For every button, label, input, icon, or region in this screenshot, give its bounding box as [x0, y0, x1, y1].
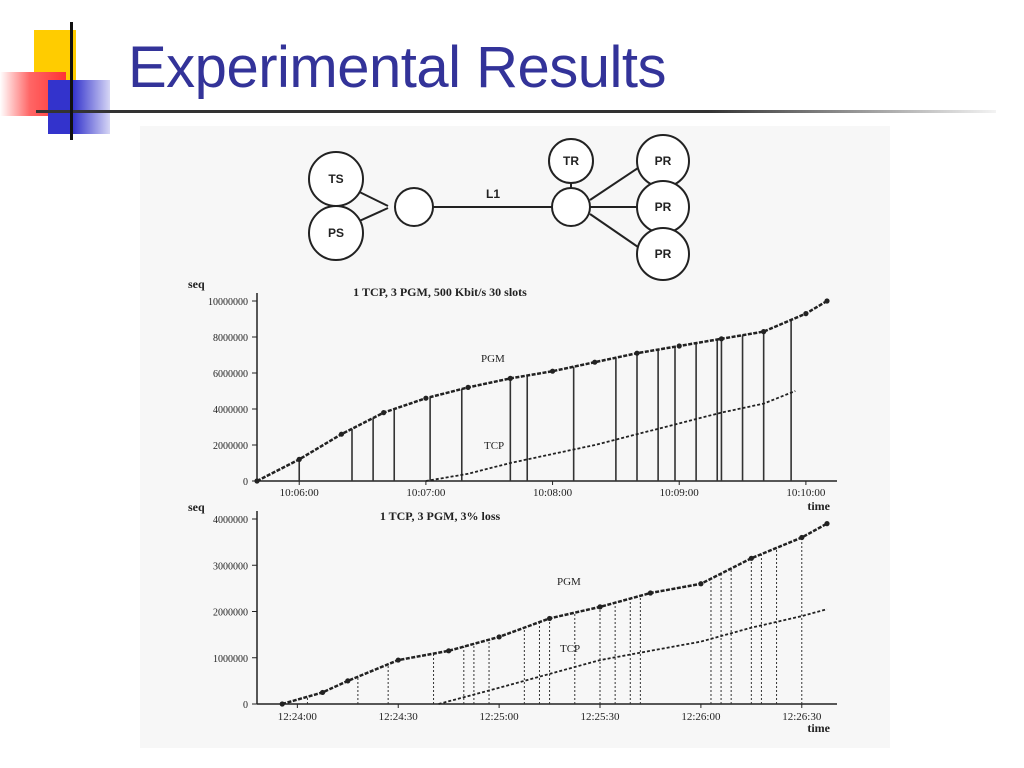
series-line-tcp: [438, 608, 828, 705]
series-point-pgm: [446, 648, 452, 654]
chart-3pct-loss: 1 TCP, 3 PGM, 3% loss seq time 0 1000000 2000…: [188, 500, 837, 735]
x-tick-label: 12:24:30: [379, 711, 419, 723]
x-axis-label: time: [807, 499, 830, 513]
node-ps: [308, 205, 364, 261]
y-tick-label: 2000000: [213, 441, 248, 452]
decor-blue-square: [48, 80, 110, 134]
x-tick-label: 12:25:00: [480, 711, 520, 723]
series-point-pgm: [279, 701, 285, 707]
series-point-pgm: [319, 689, 326, 696]
topology-diagram: [308, 134, 690, 281]
y-tick-label: 3000000: [213, 561, 248, 572]
series-point-pgm: [824, 521, 830, 527]
y-tick-label: 8000000: [213, 333, 248, 344]
series-label-pgm: PGM: [557, 576, 581, 588]
node-pr-3: [636, 227, 690, 281]
x-tick-label: 10:06:00: [280, 487, 320, 499]
y-tick-label: 4000000: [213, 405, 248, 416]
series-point-pgm: [824, 298, 830, 304]
y-tick-label: 10000000: [208, 297, 248, 308]
series-point-pgm: [634, 350, 640, 356]
link-label: L1: [486, 187, 500, 201]
x-tick-label: 12:26:30: [782, 711, 822, 723]
chart-title: 1 TCP, 3 PGM, 3% loss: [380, 509, 501, 523]
series-point-pgm: [549, 368, 556, 374]
figure-panel: TS PS L1 TR PR PR PR 1 TCP, 3 PGM, 500 K…: [140, 126, 890, 748]
series-point-pgm: [718, 336, 725, 342]
x-tick-label: 10:09:00: [660, 487, 700, 499]
series-point-pgm: [748, 555, 754, 561]
series-point-pgm: [803, 311, 809, 317]
series-point-pgm: [799, 534, 805, 541]
slide-title: Experimental Results: [128, 35, 667, 100]
node-ps-label: PS: [328, 226, 344, 240]
chart-title: 1 TCP, 3 PGM, 500 Kbit/s 30 slots: [353, 285, 527, 299]
router-left: [394, 187, 434, 227]
series-point-pgm: [381, 410, 387, 416]
decor-yellow-square: [34, 30, 76, 80]
series-point-pgm: [423, 395, 429, 401]
experiment-figure: TS PS L1 TR PR PR PR 1 TCP, 3 PGM, 500 K…: [188, 134, 837, 735]
y-tick-label: 4000000: [213, 515, 248, 526]
x-tick-label: 12:24:00: [278, 711, 318, 723]
y-tick-label: 2000000: [213, 608, 248, 619]
series-point-pgm: [647, 590, 654, 596]
y-tick-label: 6000000: [213, 369, 248, 380]
node-pr-3-label: PR: [655, 247, 672, 261]
x-tick-label: 12:26:00: [681, 711, 721, 723]
decor-vertical-line: [70, 22, 73, 140]
series-point-pgm: [698, 581, 704, 587]
series-label-tcp: TCP: [484, 440, 504, 452]
series-point-pgm: [546, 615, 553, 622]
chart-500kbit: 1 TCP, 3 PGM, 500 Kbit/s 30 slots seq time…: [188, 277, 837, 513]
y-tick-label: 0: [243, 700, 248, 711]
series-point-pgm: [597, 604, 603, 610]
series-point-pgm: [496, 634, 502, 640]
series-point-pgm: [338, 431, 345, 437]
x-tick-label: 12:25:30: [580, 711, 620, 723]
series-point-pgm: [761, 329, 767, 335]
y-axis-label: seq: [188, 500, 205, 514]
series-point-pgm: [296, 456, 302, 462]
x-axis-label: time: [807, 721, 830, 735]
x-tick-label: 10:07:00: [406, 487, 446, 499]
series-point-pgm: [592, 359, 598, 365]
x-tick-label: 10:10:00: [786, 487, 826, 499]
y-axis-label: seq: [188, 277, 205, 291]
node-pr-2-label: PR: [655, 200, 672, 214]
router-right: [551, 187, 591, 227]
x-tick-label: 10:08:00: [533, 487, 573, 499]
title-underline: [36, 110, 996, 113]
link-pr1: [589, 167, 639, 201]
series-point-pgm: [465, 384, 471, 390]
series-point-pgm: [395, 657, 401, 663]
node-tr-label: TR: [563, 154, 579, 168]
series-label-tcp: TCP: [560, 643, 580, 655]
series-point-pgm: [676, 343, 682, 349]
y-tick-label: 1000000: [213, 654, 248, 665]
link-pr3: [589, 213, 639, 248]
series-point-pgm: [254, 478, 260, 484]
y-tick-label: 0: [243, 477, 248, 488]
node-tr: [548, 138, 594, 184]
series-line-pgm: [281, 522, 828, 706]
series-point-pgm: [507, 375, 513, 381]
node-pr-1-label: PR: [655, 154, 672, 168]
series-line-tcp: [425, 390, 796, 482]
series-point-pgm: [345, 678, 351, 684]
series-label-pgm: PGM: [481, 353, 505, 365]
series-line-pgm: [256, 299, 828, 483]
node-ts-label: TS: [328, 172, 343, 186]
